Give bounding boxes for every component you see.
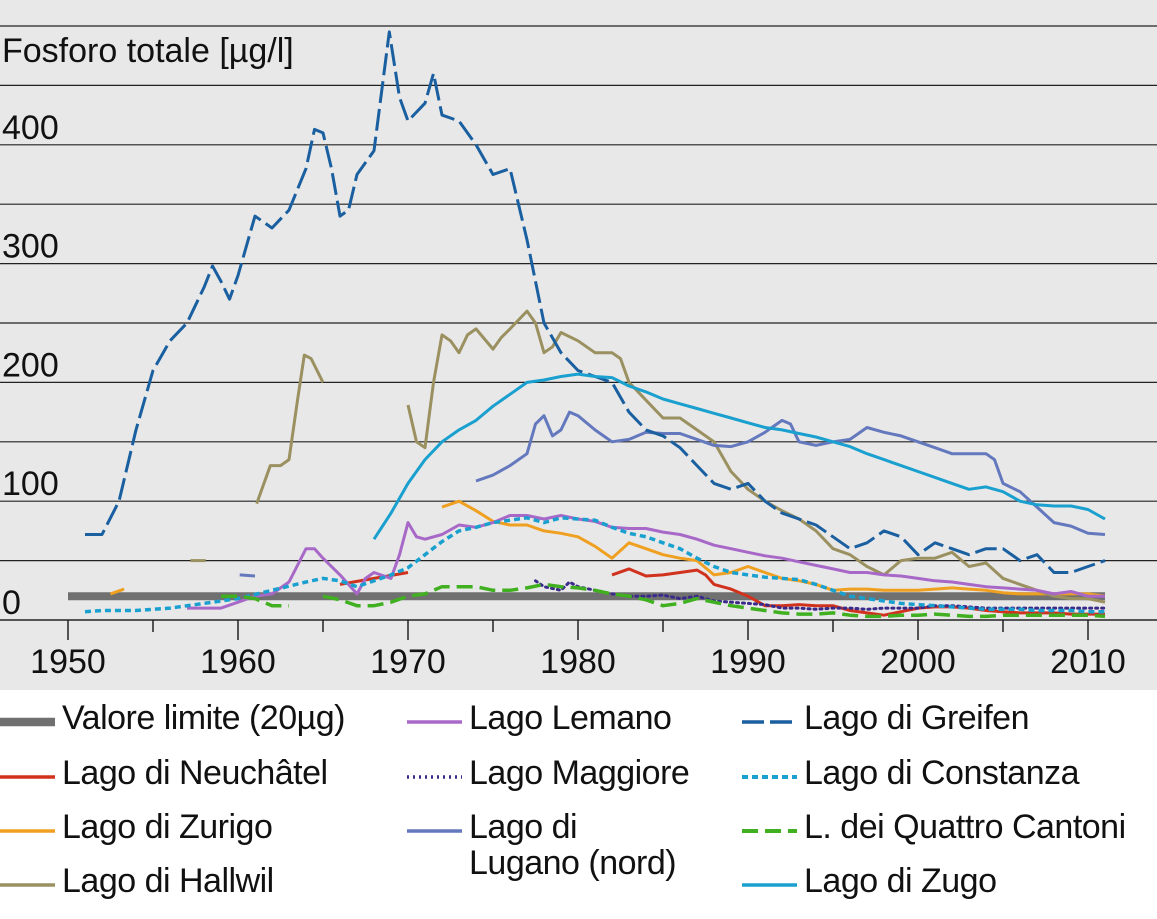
y-tick-label: 400 xyxy=(2,109,59,147)
chart-plot: 1950 1960 1970 1980 1990 2000 2010 0 100 200 300 40… xyxy=(0,0,1157,690)
legend-label: Lago di Neuchâtel xyxy=(62,754,328,792)
legend-swatch xyxy=(742,829,797,833)
y-tick-label: 0 xyxy=(2,584,21,622)
legend-label: Lago di Constanza xyxy=(804,754,1080,792)
legend-swatch xyxy=(742,720,797,724)
legend-label: Lago Lemano xyxy=(469,699,672,737)
legend-swatch xyxy=(407,720,462,724)
series-lago-di-neuchatel xyxy=(339,567,1105,617)
series-lago-maggiore xyxy=(534,579,1107,611)
x-tick-label: 1970 xyxy=(370,643,446,681)
legend-swatch xyxy=(0,883,55,887)
series-l-dei-quattro-cantoni xyxy=(221,582,1106,619)
series-line xyxy=(322,582,1106,619)
legend-item: Lago di Greifen xyxy=(742,699,1030,737)
legend-swatch xyxy=(407,775,462,779)
series-line xyxy=(339,571,409,586)
series-lago-di-greifen xyxy=(85,30,1106,574)
series-line xyxy=(475,410,1106,536)
legend-swatch xyxy=(0,775,55,779)
legend-label: Lago di Hallwil xyxy=(62,862,274,900)
series-line xyxy=(372,372,1106,541)
series-lago-di-zugo xyxy=(372,372,1106,541)
series-line xyxy=(441,499,1106,598)
legend-swatch xyxy=(0,829,55,833)
legend-swatch xyxy=(407,829,462,833)
series-line xyxy=(534,579,1107,611)
series-line xyxy=(406,309,1106,604)
series-lago-di-hallwil xyxy=(190,309,1106,604)
legend-item: Lago di Lugano (nord) xyxy=(407,808,677,882)
legend-item: Valore limite (20µg) xyxy=(0,700,345,736)
series-line xyxy=(85,30,1106,574)
series-line xyxy=(239,573,256,578)
x-tick-label: 1980 xyxy=(540,643,616,681)
legend-label: Lago di Zurigo xyxy=(62,808,273,846)
legend-label: Lago di Greifen xyxy=(804,699,1030,737)
series-line xyxy=(611,567,1105,617)
plot-background xyxy=(0,0,1157,690)
legend-label: Lago Maggiore xyxy=(469,754,690,792)
y-tick-label: 100 xyxy=(2,465,59,503)
y-tick-label: 200 xyxy=(2,346,59,384)
series-line xyxy=(84,516,1105,614)
legend-item: Lago di Zugo xyxy=(742,863,997,899)
series-lago-di-lugano-nord xyxy=(239,410,1106,578)
x-tick-label: 1950 xyxy=(30,643,106,681)
legend-label: Valore limite (20µg) xyxy=(62,699,345,737)
legend-label: Lago di Lugano (nord) xyxy=(469,808,677,882)
legend-label: L. dei Quattro Cantoni xyxy=(804,808,1126,846)
legend-item: L. dei Quattro Cantoni xyxy=(742,809,1126,845)
legend-item: Lago di Neuchâtel xyxy=(0,755,328,791)
legend-swatch xyxy=(742,775,797,779)
x-tick-label: 2000 xyxy=(880,643,956,681)
y-axis-label: Fosforo totale [µg/l] xyxy=(2,32,294,70)
y-tick-label: 300 xyxy=(2,228,59,266)
legend-swatch xyxy=(0,717,55,727)
series-lago-di-constanza xyxy=(84,516,1105,614)
legend-item: Lago di Hallwil xyxy=(0,863,274,899)
legend-item: Lago Lemano xyxy=(407,699,672,737)
legend-item: Lago di Constanza xyxy=(742,754,1080,792)
series-line xyxy=(255,353,325,505)
legend-label: Lago di Zugo xyxy=(804,862,997,900)
legend: Valore limite (20µg) Lago di Neuchâtel Lag… xyxy=(0,692,1157,919)
legend-swatch xyxy=(742,883,797,887)
legend-item: Lago Maggiore xyxy=(407,754,690,792)
legend-item: Lago di Zurigo xyxy=(0,808,273,846)
x-tick-label: 2010 xyxy=(1050,643,1126,681)
series-line xyxy=(110,587,125,596)
series-lago-di-zurigo xyxy=(110,499,1106,598)
x-tick-label: 1990 xyxy=(710,643,786,681)
x-tick-label: 1960 xyxy=(200,643,276,681)
series-line xyxy=(221,594,289,608)
